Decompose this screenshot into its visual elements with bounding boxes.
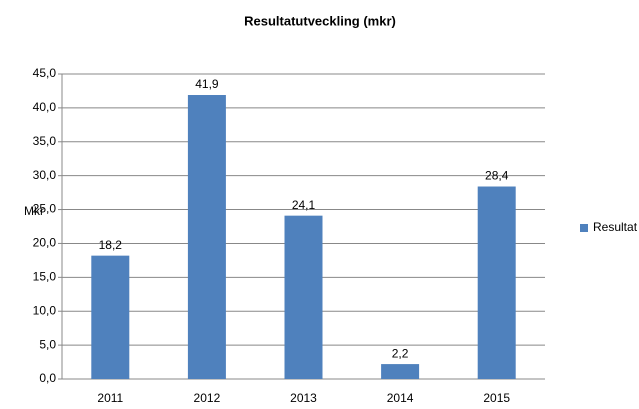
- y-tick-label: 0,0: [39, 371, 56, 385]
- data-label: 28,4: [485, 169, 509, 183]
- chart-title: Resultatutveckling (mkr): [244, 13, 396, 28]
- data-label: 18,2: [99, 238, 123, 252]
- y-tick-label: 20,0: [33, 236, 57, 250]
- data-label: 41,9: [195, 77, 219, 91]
- y-tick-label: 10,0: [33, 303, 57, 317]
- bar: [91, 255, 130, 379]
- x-tick-label: 2015: [483, 391, 510, 405]
- x-tick-label: 2014: [387, 391, 414, 405]
- y-tick-label: 25,0: [33, 202, 57, 216]
- bar: [477, 186, 516, 379]
- data-label: 2,2: [392, 346, 409, 360]
- bar: [381, 364, 420, 379]
- y-tick-label: 35,0: [33, 134, 57, 148]
- x-tick-label: 2011: [97, 391, 123, 405]
- y-tick-label: 30,0: [33, 168, 57, 182]
- y-tick-label: 40,0: [33, 100, 57, 114]
- y-tick-label: 15,0: [33, 270, 57, 284]
- y-tick-label: 45,0: [33, 66, 57, 80]
- x-tick-label: 2012: [194, 391, 221, 405]
- legend-label: Resultat: [593, 220, 638, 234]
- y-axis-label: Mkr: [24, 204, 44, 218]
- bar: [187, 95, 226, 379]
- bar: [284, 215, 323, 379]
- data-label: 24,1: [292, 198, 316, 212]
- legend-swatch: [580, 224, 588, 232]
- y-tick-label: 5,0: [39, 337, 56, 351]
- x-tick-label: 2013: [290, 391, 317, 405]
